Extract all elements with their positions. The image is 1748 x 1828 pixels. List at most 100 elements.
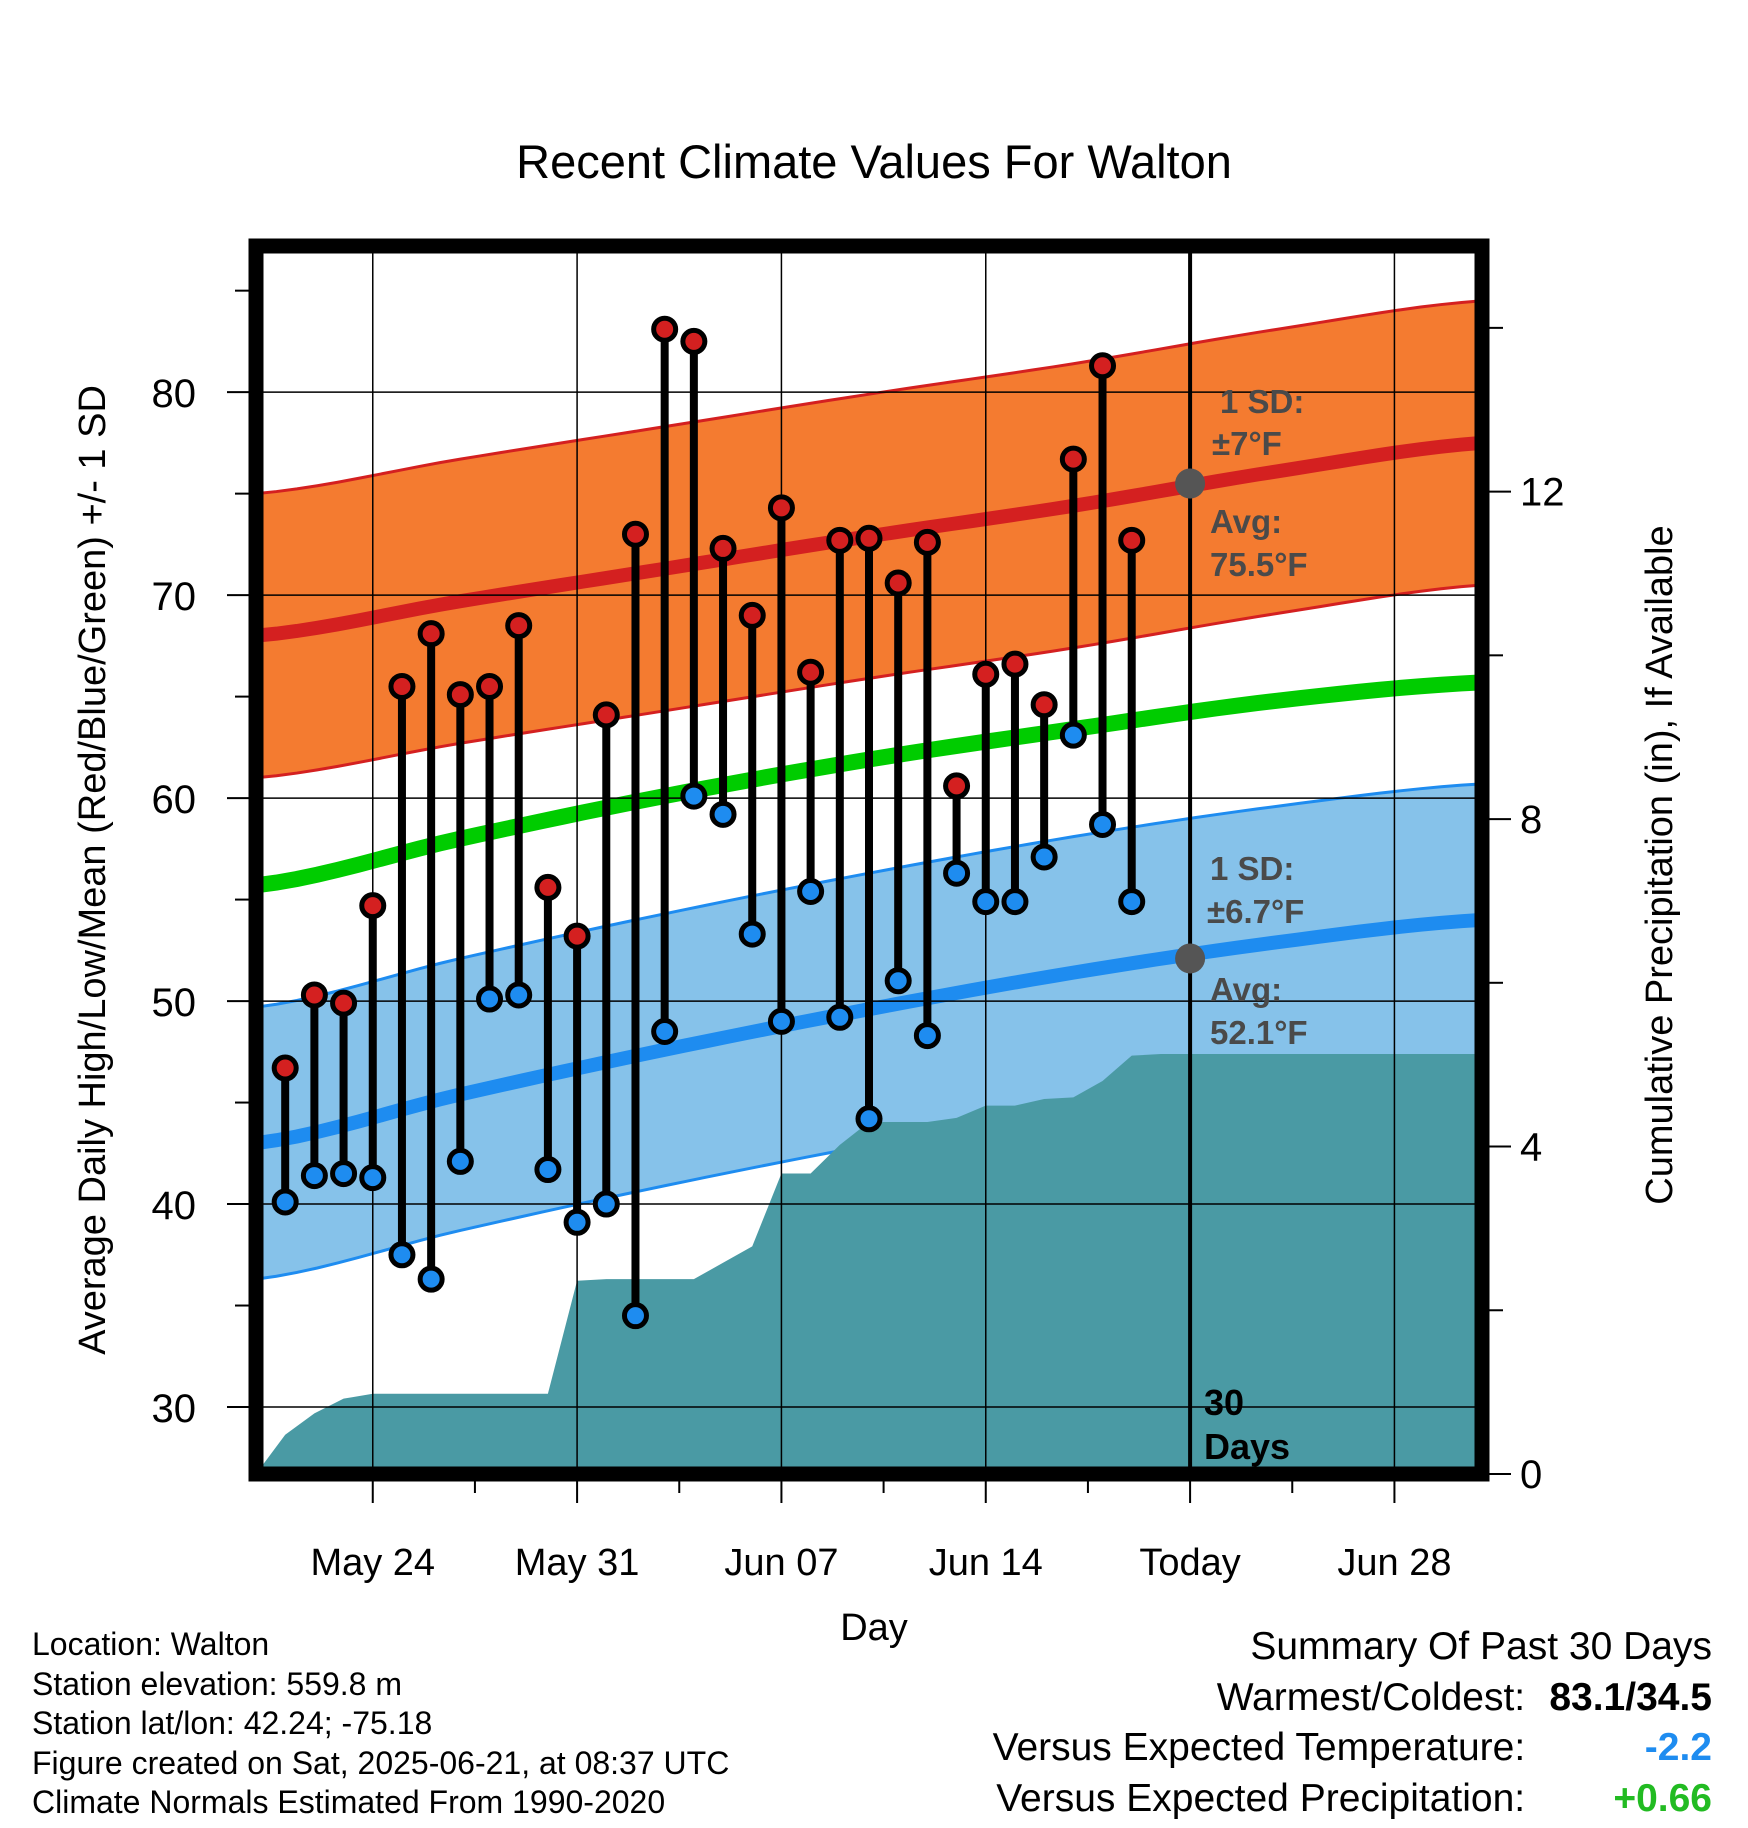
daily-high-point (476, 672, 504, 700)
x-tick-label: Jun 14 (929, 1542, 1043, 1584)
y-tick-label: 50 (152, 981, 197, 1025)
y2-tick-label: 4 (1520, 1126, 1542, 1170)
daily-high-point (621, 520, 649, 548)
x-tick-label: May 24 (310, 1542, 435, 1584)
daily-low-point (797, 877, 825, 905)
daily-low-point (943, 859, 971, 887)
climate-normals-note: Climate Normals Estimated From 1990-2020 (32, 1784, 666, 1820)
daily-high-point (884, 569, 912, 597)
daily-high-point (330, 989, 358, 1017)
daily-low-point (913, 1022, 941, 1050)
daily-high-point (1089, 352, 1117, 380)
high-avg-marker (1175, 468, 1206, 499)
daily-high-point (680, 327, 708, 355)
low-avg-value: 52.1°F (1210, 1014, 1308, 1051)
precip-area (256, 1054, 1482, 1474)
high-avg-value: 75.5°F (1210, 546, 1308, 583)
daily-low-point (680, 782, 708, 810)
summary-temp-row: Versus Expected Temperature: -2.2 (993, 1723, 1712, 1774)
daily-high-point (505, 612, 533, 640)
daily-high-point (271, 1054, 299, 1082)
daily-high-point (767, 494, 795, 522)
plot-area (256, 246, 1482, 1474)
figure-created: Figure created on Sat, 2025-06-21, at 08… (32, 1744, 730, 1781)
daily-low-point (767, 1007, 795, 1035)
daily-high-point (417, 620, 445, 648)
daily-low-point (738, 920, 766, 948)
daily-high-point (972, 660, 1000, 688)
plot-frame (248, 238, 1490, 1482)
x-tick-label: Today (1139, 1542, 1240, 1584)
days-number: 30 (1204, 1382, 1244, 1423)
y-tick-label: 40 (152, 1184, 197, 1228)
daily-high-point (738, 601, 766, 629)
daily-low-point (592, 1190, 620, 1218)
daily-low-point (563, 1208, 591, 1236)
summary-panel: Summary Of Past 30 Days Warmest/Coldest:… (993, 1622, 1712, 1824)
summary-title: Summary Of Past 30 Days (1250, 1625, 1712, 1668)
daily-high-point (300, 981, 328, 1009)
daily-low-point (1089, 810, 1117, 838)
daily-low-point (826, 1003, 854, 1031)
daily-low-point (884, 967, 912, 995)
daily-high-point (1001, 650, 1029, 678)
chart-title: Recent Climate Values For Walton (516, 135, 1232, 188)
daily-high-point (388, 672, 416, 700)
daily-low-point (972, 888, 1000, 916)
y2-axis-label: Cumulative Precipitation (in), If Availa… (1639, 525, 1681, 1204)
daily-high-point (1059, 445, 1087, 473)
daily-low-point (446, 1147, 474, 1175)
daily-high-point (359, 892, 387, 920)
daily-high-point (709, 534, 737, 562)
y2-tick-label: 0 (1520, 1453, 1542, 1497)
daily-high-point (826, 526, 854, 554)
y2-tick-label: 12 (1520, 471, 1565, 515)
daily-low-point (534, 1156, 562, 1184)
x-axis-label: Day (840, 1607, 908, 1649)
high-sd-value: ±7°F (1212, 425, 1282, 462)
daily-low-point (271, 1188, 299, 1216)
daily-low-point (651, 1018, 679, 1046)
daily-low-point (388, 1241, 416, 1269)
daily-low-point (300, 1162, 328, 1190)
high-sd-band-upper-edge (256, 299, 1482, 496)
low-avg-title: Avg: (1210, 971, 1282, 1008)
daily-low-point (505, 981, 533, 1009)
daily-low-point (709, 800, 737, 828)
daily-high-point (913, 528, 941, 556)
y-tick-label: 70 (152, 575, 197, 619)
high-avg-title: Avg: (1210, 503, 1282, 540)
daily-low-point (1001, 888, 1029, 916)
daily-high-point (855, 524, 883, 552)
x-tick-label: May 31 (515, 1542, 640, 1584)
station-latlon: Station lat/lon: 42.24; -75.18 (32, 1705, 433, 1741)
daily-high-point (534, 873, 562, 901)
daily-low-point (855, 1105, 883, 1133)
low-avg-marker (1175, 943, 1206, 974)
daily-low-point (1118, 888, 1146, 916)
daily-low-point (476, 985, 504, 1013)
daily-high-point (943, 772, 971, 800)
y2-tick-label: 8 (1520, 798, 1542, 842)
daily-high-point (651, 315, 679, 343)
y-axis-label: Average Daily High/Low/Mean (Red/Blue/Gr… (72, 385, 114, 1355)
summary-warmest-row: Warmest/Coldest: 83.1/34.5 (993, 1673, 1712, 1724)
daily-high-point (1118, 526, 1146, 554)
daily-high-point (797, 658, 825, 686)
daily-low-point (1030, 843, 1058, 871)
days-word: Days (1204, 1426, 1290, 1467)
daily-low-point (359, 1164, 387, 1192)
daily-low-point (417, 1265, 445, 1293)
x-tick-label: Jun 07 (724, 1542, 838, 1584)
daily-low-point (330, 1160, 358, 1188)
station-elevation: Station elevation: 559.8 m (32, 1665, 403, 1702)
daily-high-point (446, 681, 474, 709)
warmest-label: Warmest/Coldest: (1216, 1675, 1526, 1719)
temp-label: Versus Expected Temperature: (992, 1726, 1526, 1769)
station-location: Location: Walton (32, 1626, 270, 1662)
axes: 1 SD: ±7°F Avg: 75.5°F 1 SD: ±6.7°F Avg: 52.1°F… (152, 238, 1565, 1584)
daily-low-point (621, 1302, 649, 1330)
low-sd-value: ±6.7°F (1207, 893, 1304, 930)
precip-value: +0.66 (1613, 1776, 1712, 1820)
